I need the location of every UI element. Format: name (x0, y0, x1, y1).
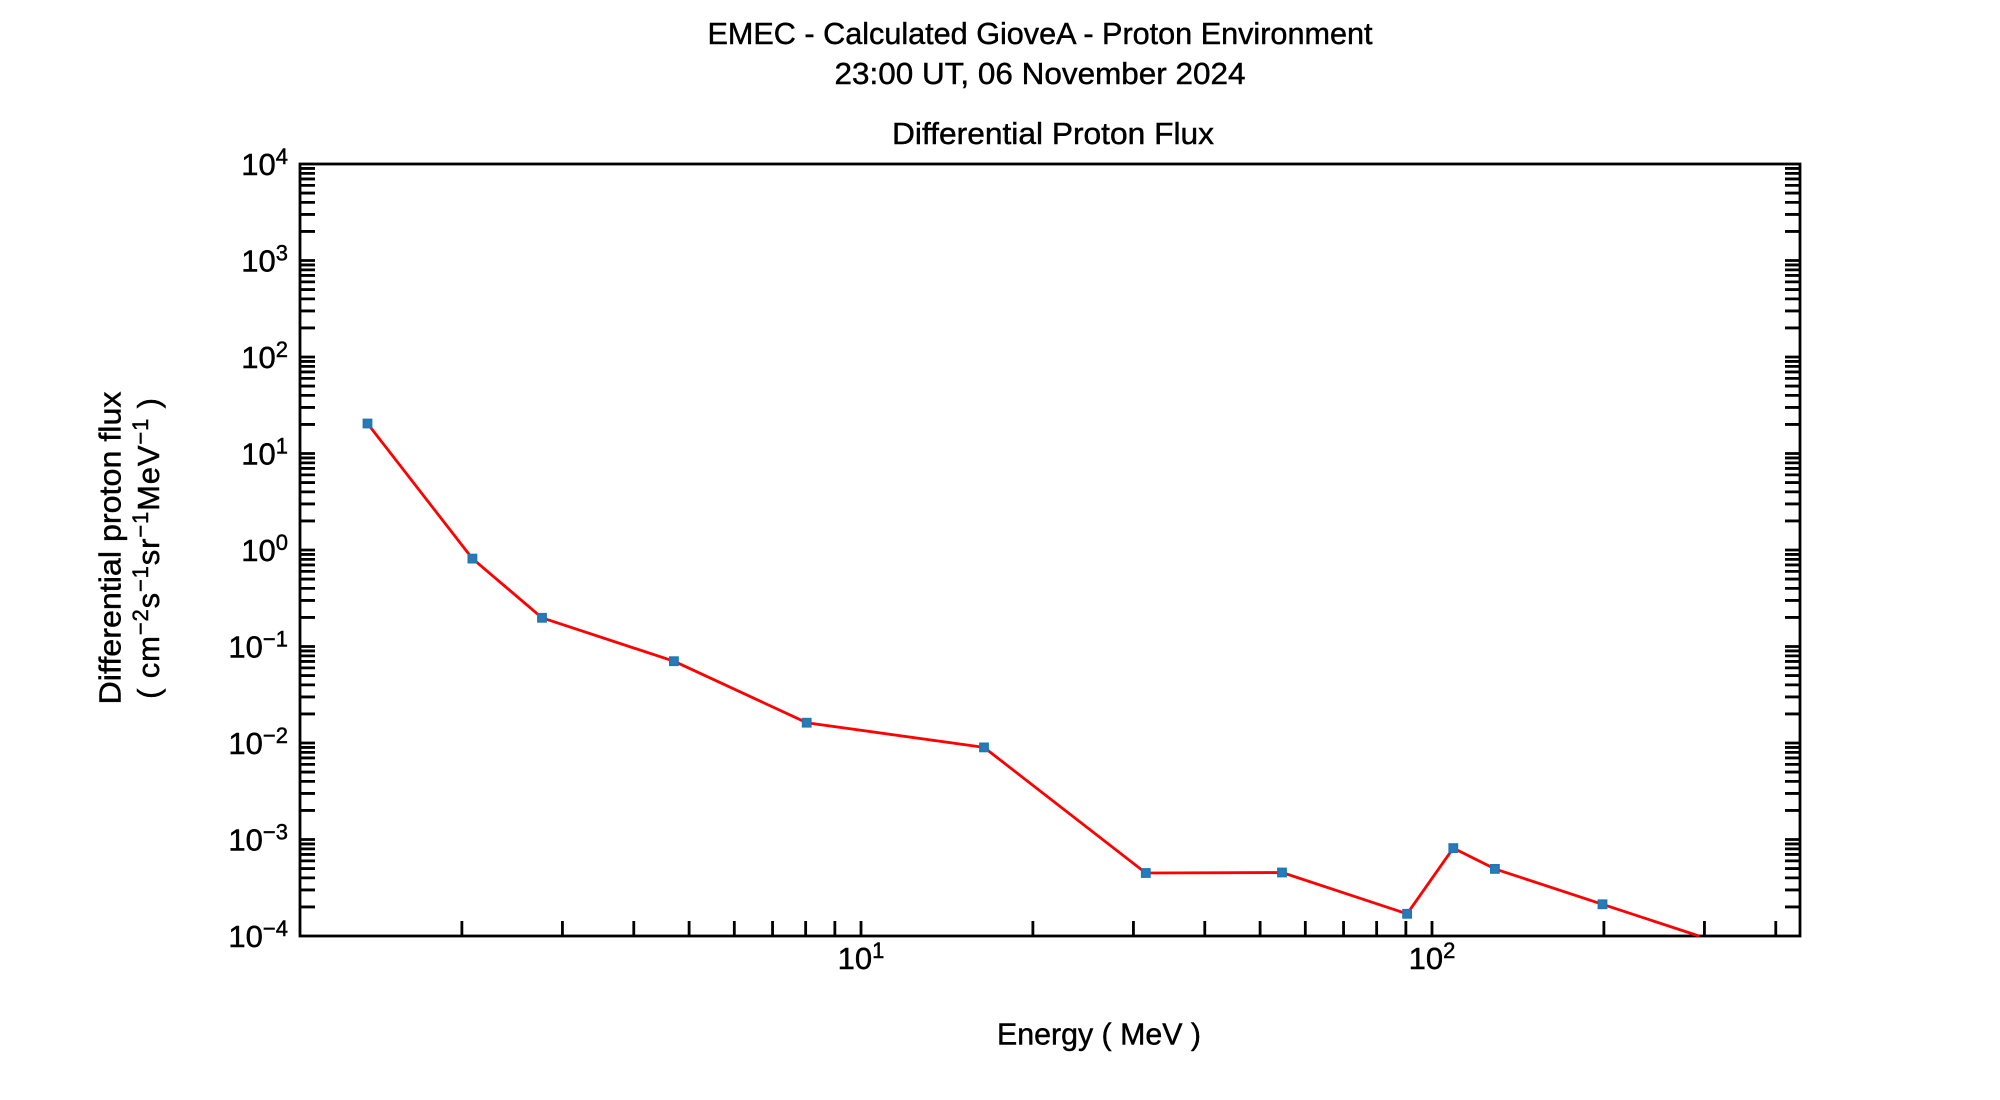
svg-text:23:00 UT, 06 November 2024: 23:00 UT, 06 November 2024 (835, 56, 1246, 91)
svg-text:101: 101 (241, 434, 288, 472)
svg-text:( cm−2​s−1​sr−1​MeV−1​ ): ( cm−2​s−1​sr−1​MeV−1​ ) (128, 397, 166, 699)
svg-text:Differential Proton Flux: Differential Proton Flux (892, 116, 1214, 151)
svg-text:Differential proton flux: Differential proton flux (93, 391, 128, 705)
svg-text:102: 102 (1409, 938, 1456, 976)
svg-text:EMEC - Calculated GioveA - Pro: EMEC - Calculated GioveA - Proton Enviro… (708, 16, 1373, 51)
svg-text:101: 101 (838, 938, 885, 976)
svg-text:10−2: 10−2 (228, 723, 288, 761)
svg-text:Energy ( MeV ): Energy ( MeV ) (997, 1017, 1201, 1052)
